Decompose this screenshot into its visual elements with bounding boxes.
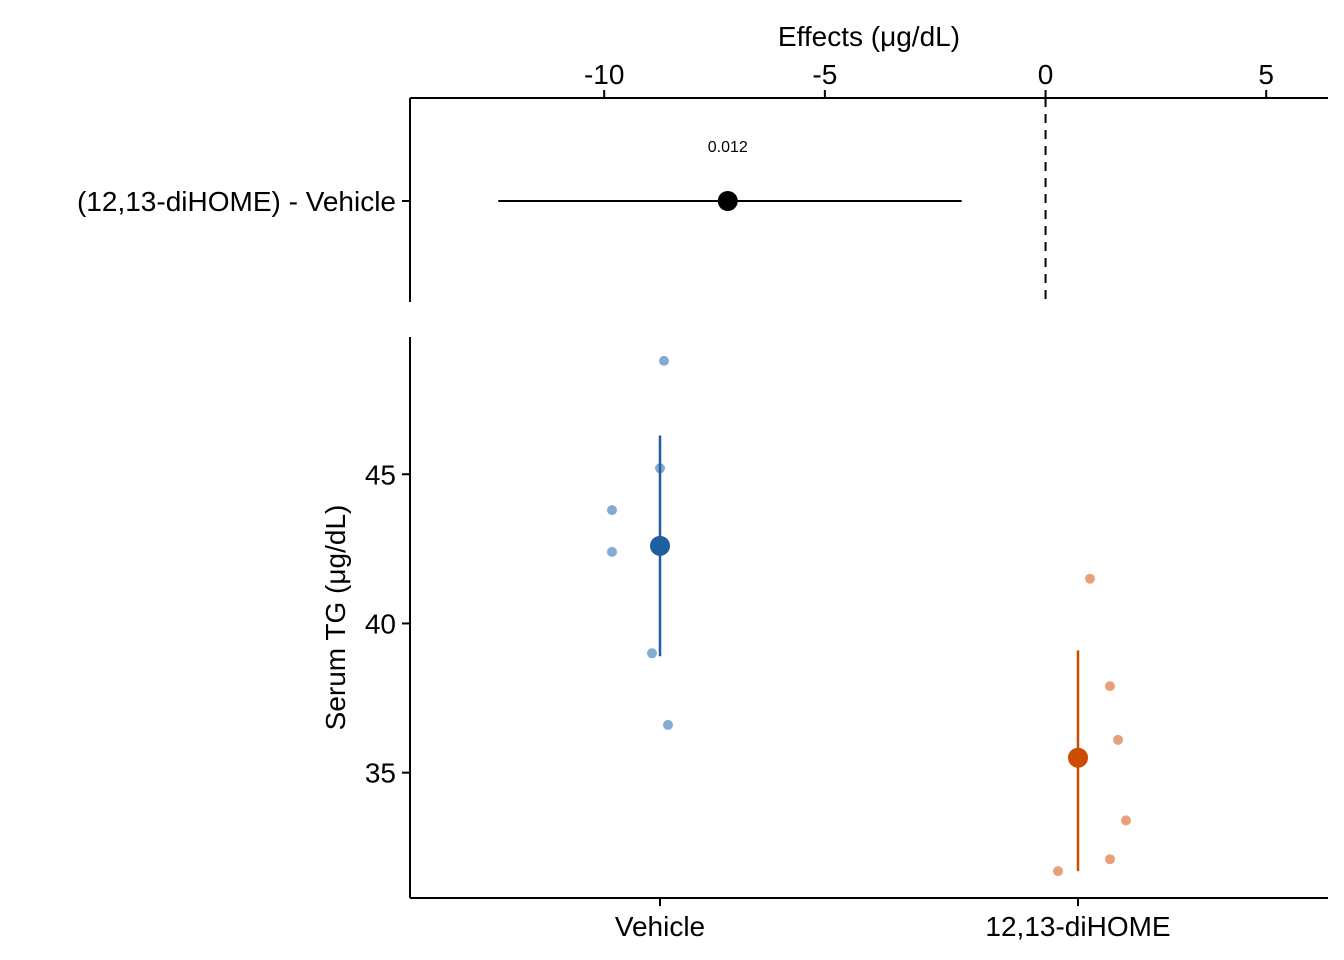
effects-x-tick-label-3: 5 (1258, 59, 1274, 90)
observation-point-1-5 (1053, 866, 1063, 877)
observation-point-0-5 (663, 719, 673, 730)
group-mean-point-0 (650, 535, 670, 556)
groups-y-axis-title: Serum TG (μg/dL) (320, 505, 351, 731)
effects-panel: -10 -5 0 5 Effects (μg/dL) (12,13-diHOME) - V… (77, 21, 1328, 302)
groups-y-tick-label-0: 35 (365, 758, 396, 789)
effects-x-tick-label-2: 0 (1038, 59, 1054, 90)
groups-x-tick-label-1: 12,13-diHOME (985, 911, 1170, 942)
groups-y-tick-label-2: 45 (365, 459, 396, 490)
observation-point-0-2 (607, 505, 617, 516)
group-mean-point-1 (1068, 747, 1088, 768)
observation-point-1-0 (1085, 573, 1095, 584)
observation-point-1-4 (1105, 854, 1115, 865)
observation-point-1-2 (1113, 734, 1123, 745)
effects-x-tick-label-1: -5 (812, 59, 837, 90)
observation-point-1-1 (1105, 681, 1115, 692)
contrast-estimate-point-0 (717, 191, 738, 211)
contrast-p-value-0: 0.012 (708, 139, 748, 156)
observation-point-1-3 (1121, 815, 1131, 826)
observation-point-0-4 (647, 648, 657, 659)
observation-point-0-0 (659, 355, 669, 366)
groups-y-tick-label-1: 40 (365, 608, 396, 639)
effects-x-tick-label-0: -10 (584, 59, 624, 90)
groups-x-tick-label-0: Vehicle (615, 911, 705, 942)
observation-point-0-3 (607, 546, 617, 557)
effects-x-axis-title: Effects (μg/dL) (778, 21, 960, 52)
groups-panel: 35 40 45 Serum TG (μg/dL) Vehicle 12,13-diHOM… (320, 337, 1328, 942)
contrast-label-0: (12,13-diHOME) - Vehicle (77, 186, 396, 217)
